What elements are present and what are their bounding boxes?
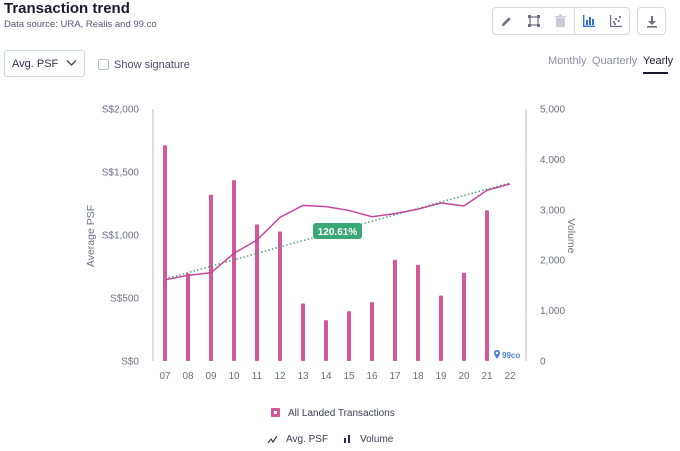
legend-volume-bar-b	[348, 435, 350, 443]
page-title: Transaction trend	[4, 0, 130, 17]
volume-bar	[370, 302, 374, 361]
x-tick-label: 07	[159, 371, 171, 382]
crop-button[interactable]	[520, 8, 547, 34]
bar-chart-icon	[582, 15, 595, 27]
x-tick-label: 19	[435, 371, 447, 382]
watermark-text: 99co	[502, 351, 520, 360]
volume-bar	[186, 273, 190, 361]
location-pin-icon	[494, 350, 500, 359]
legend-volume-icon	[344, 435, 350, 443]
x-tick-label: 20	[458, 371, 470, 382]
x-tick-label: 15	[343, 371, 355, 382]
growth-badge: 120.61%	[313, 223, 362, 239]
crop-icon	[527, 15, 540, 27]
chevron-down-icon	[66, 59, 77, 67]
chart-toolbar	[492, 7, 666, 35]
y2-axis-title: Volume	[565, 218, 577, 253]
volume-bar	[278, 231, 282, 361]
y2-tick-label: 0	[540, 357, 546, 368]
legend-avg-psf-label: Avg. PSF	[286, 434, 328, 445]
x-tick-label: 11	[252, 371, 263, 382]
x-tick-label: 21	[481, 371, 493, 382]
y-tick-label: S$1,500	[102, 168, 140, 179]
download-button[interactable]	[638, 8, 665, 34]
x-tick-label: 18	[412, 371, 424, 382]
scatter-plot-button[interactable]	[602, 8, 629, 34]
watermark: 99co	[494, 350, 520, 360]
volume-bar	[163, 145, 167, 361]
x-tick-label: 09	[205, 371, 217, 382]
x-tick-label: 10	[228, 371, 240, 382]
legend-volume-bar-a	[344, 438, 346, 443]
volume-bar	[347, 311, 351, 361]
growth-badge-bg	[313, 223, 362, 239]
volume-bar	[416, 264, 420, 361]
y-tick-label: S$1,000	[102, 231, 140, 242]
x-tick-label: 13	[297, 371, 309, 382]
volume-bar	[462, 272, 466, 361]
volume-bar	[209, 194, 213, 361]
download-tool-group	[637, 7, 666, 35]
edit-button[interactable]	[493, 8, 520, 34]
legend-transactions-swatch-dot	[274, 411, 277, 414]
y-tick-label: S$0	[121, 357, 139, 368]
volume-bar	[301, 303, 305, 361]
location-pin-dot	[495, 351, 499, 355]
volume-bar	[439, 295, 443, 361]
x-tick-label: 14	[320, 371, 332, 382]
bar-chart-button[interactable]	[574, 8, 602, 34]
download-icon	[646, 15, 657, 28]
y2-tick-label: 3,000	[540, 205, 565, 216]
show-signature-label: Show signature	[114, 59, 190, 71]
legend-transactions-label: All Landed Transactions	[288, 408, 395, 419]
volume-bar	[232, 180, 236, 361]
metric-select[interactable]: Avg. PSF	[4, 50, 85, 77]
legend-volume-label: Volume	[360, 434, 394, 445]
x-tick-label: 22	[504, 371, 516, 382]
avg-psf-line	[164, 183, 511, 281]
metric-select-value: Avg. PSF	[12, 57, 59, 70]
volume-bar	[324, 320, 328, 361]
legend: All Landed Transactions Avg. PSF Volume	[267, 408, 395, 445]
y2-tick-label: 2,000	[540, 256, 565, 267]
x-tick-label: 16	[366, 371, 378, 382]
y-axis-title: Average PSF	[85, 205, 97, 267]
active-period-underline	[643, 72, 668, 74]
y2-tick-label: 5,000	[540, 105, 565, 116]
period-tab-quarterly[interactable]: Quarterly	[592, 55, 638, 67]
y2-tick-label: 1,000	[540, 306, 565, 317]
x-tick-label: 08	[182, 371, 194, 382]
y-tick-label: S$500	[110, 294, 139, 305]
trash-icon	[555, 14, 566, 27]
legend-line-icon	[267, 435, 278, 444]
data-source-subtitle: Data source: URA, Realis and 99.co	[4, 19, 157, 30]
growth-badge-text: 120.61%	[318, 227, 358, 238]
y-tick-label: S$2,000	[102, 105, 140, 116]
period-tab-monthly[interactable]: Monthly	[548, 55, 587, 67]
volume-bar	[255, 224, 259, 361]
x-tick-label: 12	[274, 371, 286, 382]
volume-bar	[485, 210, 489, 361]
volume-bar	[393, 259, 397, 361]
scatter-plot-icon	[609, 15, 622, 27]
pencil-icon	[501, 16, 511, 26]
show-signature-checkbox[interactable]	[98, 59, 109, 70]
period-tab-yearly[interactable]: Yearly	[643, 55, 674, 67]
y2-tick-label: 4,000	[540, 155, 565, 166]
delete-button[interactable]	[547, 8, 574, 34]
edit-tool-group	[492, 7, 630, 35]
x-tick-label: 17	[389, 371, 401, 382]
